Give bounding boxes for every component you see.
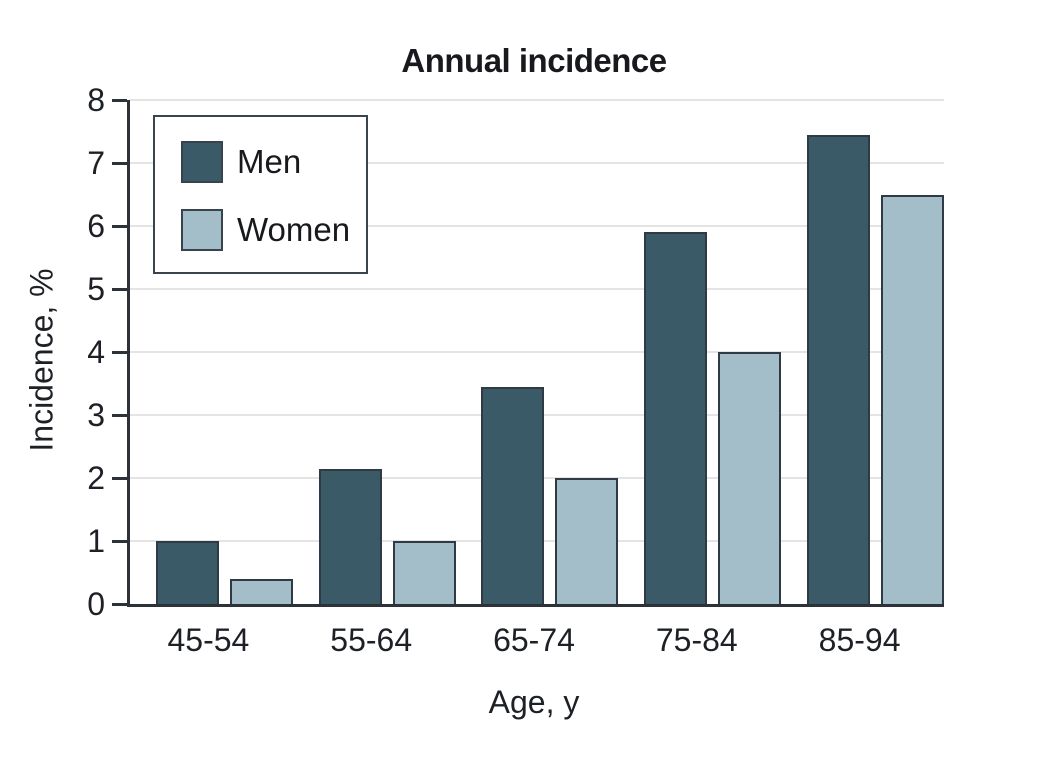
x-tick-label-45-54: 45-54 (167, 622, 250, 658)
gridline-y-6 (130, 225, 944, 227)
legend-label-women: Women (237, 211, 351, 248)
bar-men-45-54 (155, 541, 219, 604)
bar-women-65-74 (555, 478, 619, 604)
x-axis-title: Age, y (488, 684, 580, 720)
legend: Men Women (153, 115, 368, 274)
legend-swatch-men (181, 141, 223, 183)
y-tick-mark-7 (112, 161, 127, 165)
y-tick-label-0: 0 (87, 586, 105, 622)
bar-group-85-94 (781, 100, 944, 604)
bar-group-45-54 (130, 100, 293, 604)
y-tick-mark-6 (112, 224, 127, 228)
y-tick-label-5: 5 (87, 271, 105, 307)
bar-women-45-54 (229, 578, 293, 604)
bar-women-85-94 (880, 194, 944, 604)
gridline-y-4 (130, 351, 944, 353)
y-tick-label-7: 7 (87, 145, 105, 181)
y-tick-mark-0 (112, 602, 127, 606)
legend-swatch-women (181, 209, 223, 251)
y-tick-label-3: 3 (87, 397, 105, 433)
y-tick-mark-5 (112, 287, 127, 291)
x-tick-label-75-84: 75-84 (655, 622, 738, 658)
chart-title: Annual incidence (401, 42, 667, 79)
gridline-y-5 (130, 288, 944, 290)
legend-label-men: Men (237, 143, 302, 180)
x-tick-label-85-94: 85-94 (818, 622, 901, 658)
x-axis-tick-labels: 45-54 55-64 65-74 75-84 85-94 (127, 622, 941, 659)
y-tick-label-1: 1 (87, 523, 105, 559)
y-tick-mark-3 (112, 413, 127, 417)
y-tick-label-8: 8 (87, 82, 105, 118)
bar-men-65-74 (481, 386, 545, 604)
bar-group-65-74 (456, 100, 619, 604)
gridline-y-7 (130, 162, 944, 164)
bar-women-55-64 (392, 541, 456, 604)
bar-group-55-64 (293, 100, 456, 604)
bar-women-75-84 (718, 352, 782, 604)
y-tick-mark-2 (112, 476, 127, 480)
y-tick-mark-4 (112, 350, 127, 354)
gridline-y-8 (130, 99, 944, 101)
y-tick-mark-8 (112, 98, 127, 102)
legend-item-men: Men (181, 141, 366, 183)
legend-item-women: Women (181, 209, 366, 251)
bar-men-75-84 (644, 232, 708, 604)
y-tick-label-4: 4 (87, 334, 105, 370)
x-tick-label-65-74: 65-74 (493, 622, 575, 658)
bar-men-55-64 (318, 468, 382, 604)
plot-area (112, 98, 944, 607)
y-tick-label-6: 6 (87, 208, 105, 244)
y-tick-mark-1 (112, 539, 127, 543)
y-tick-label-2: 2 (87, 460, 105, 496)
bar-group-75-84 (618, 100, 782, 604)
bar-men-85-94 (806, 134, 870, 604)
x-tick-label-55-64: 55-64 (330, 622, 413, 658)
